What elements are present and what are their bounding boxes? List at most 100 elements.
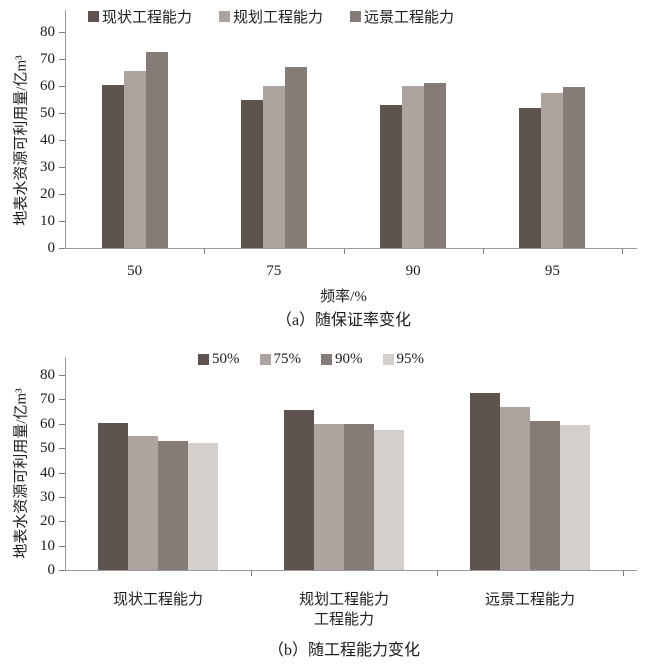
y-tick: [59, 32, 65, 33]
y-tick-label: 30: [40, 159, 55, 175]
chart-b-bar-s1-c2: [500, 406, 530, 570]
legend-item-a-2: 远景工程能力: [350, 6, 454, 27]
y-tick-label: 0: [47, 562, 56, 578]
chart-frequency-variation: 现状工程能力 规划工程能力 远景工程能力 0 10 20 30 40 50 60 70 80 50 75 9…: [13, 6, 637, 329]
y-tick: [59, 423, 65, 425]
chart-b-bar-s0-c2: [470, 393, 500, 570]
chart-b-bar-s3-c1: [374, 429, 404, 570]
x-category-label: 90: [405, 263, 421, 279]
legend-swatch-icon: [259, 354, 271, 365]
legend-item-a-1: 规划工程能力: [219, 6, 323, 27]
legend-swatch-icon: [198, 354, 209, 365]
y-tick-label: 60: [40, 78, 55, 94]
chart-b-bar-s3-c0: [188, 443, 218, 570]
chart-a-bar-s0-c0: [101, 84, 124, 248]
y-tick-label: 50: [40, 440, 55, 457]
y-tick: [59, 448, 65, 450]
chart-b-legend: 50% 75% 90% 95%: [198, 351, 424, 368]
y-tick: [59, 521, 65, 523]
y-tick: [59, 113, 65, 114]
y-tick-label: 80: [40, 24, 55, 40]
chart-b-x-axis-title: 工程能力: [313, 612, 374, 628]
chart-a-bar-s1-c3: [541, 92, 564, 248]
legend-label: 50%: [212, 351, 240, 367]
chart-a-bar-s0-c1: [240, 99, 263, 248]
y-tick-label: 50: [40, 105, 55, 121]
y-tick: [59, 194, 65, 195]
chart-a-caption: （a）随保证率变化: [275, 312, 412, 329]
chart-b-bar-s0-c1: [284, 410, 314, 570]
x-tick: [251, 571, 252, 576]
x-tick: [437, 571, 438, 576]
y-tick: [59, 399, 65, 401]
chart-b-bar-s1-c0: [128, 435, 158, 570]
chart-a-bar-s1-c2: [402, 86, 425, 248]
legend-label: 规划工程能力: [233, 10, 324, 26]
chart-b-caption: （b）随工程能力变化: [267, 642, 420, 659]
chart-b-x-axis-line: [65, 570, 637, 571]
legend-label: 远景工程能力: [364, 10, 455, 26]
chart-b-bar-s2-c0: [158, 440, 188, 570]
chart-a-y-axis-line: [65, 10, 66, 248]
y-tick: [59, 86, 65, 87]
y-tick-label: 70: [40, 51, 55, 67]
y-tick-label: 40: [40, 132, 55, 148]
x-category-label: 现状工程能力: [112, 592, 203, 608]
y-tick: [59, 496, 65, 498]
legend-item-a-0: 现状工程能力: [88, 6, 192, 27]
chart-a-bar-s0-c3: [519, 107, 542, 248]
chart-b-y-axis-line: [65, 357, 66, 570]
x-category-label: 远景工程能力: [484, 592, 575, 608]
legend-item-b-1: 75%: [259, 351, 302, 368]
y-tick-label: 20: [40, 513, 55, 530]
y-tick: [59, 570, 65, 571]
y-tick-label: 70: [40, 391, 55, 408]
y-tick: [59, 167, 65, 168]
chart-b-bar-s3-c2: [560, 424, 590, 570]
y-tick-label: 40: [40, 464, 55, 481]
legend-item-b-3: 95%: [382, 351, 424, 368]
y-tick: [59, 375, 65, 376]
chart-a-x-axis-title: 频率/%: [320, 289, 367, 305]
x-tick: [482, 249, 484, 254]
y-tick-label: 20: [40, 186, 55, 202]
x-category-label: 95: [544, 263, 560, 279]
x-tick: [204, 249, 206, 254]
chart-a-bar-s1-c0: [123, 71, 146, 248]
y-tick-label: 80: [40, 367, 55, 383]
legend-swatch-icon: [382, 354, 394, 365]
chart-a-bar-s0-c2: [380, 104, 403, 248]
x-category-label: 75: [266, 263, 282, 279]
chart-a-legend: 现状工程能力 规划工程能力 远景工程能力: [88, 6, 454, 27]
chart-b-bar-s1-c1: [314, 423, 344, 570]
y-tick-label: 30: [40, 488, 55, 505]
chart-a-x-axis-line: [65, 248, 637, 249]
x-tick: [343, 249, 345, 254]
chart-a-bar-s2-c2: [424, 83, 447, 248]
legend-swatch-icon: [219, 11, 231, 22]
y-tick: [59, 59, 65, 60]
x-category-label: 规划工程能力: [298, 592, 389, 608]
y-tick-label: 60: [40, 415, 55, 432]
chart-b-y-axis-title: 地表水资源可利用量/亿m³: [13, 387, 30, 559]
y-tick: [59, 221, 65, 222]
y-tick: [59, 472, 65, 474]
chart-a-bar-s1-c1: [262, 86, 285, 248]
legend-swatch-icon: [350, 11, 362, 22]
chart-b-bar-s2-c1: [344, 423, 374, 570]
legend-swatch-icon: [88, 11, 99, 22]
y-tick-label: 0: [47, 240, 56, 256]
legend-label: 75%: [273, 351, 302, 367]
legend-item-b-0: 50%: [198, 351, 240, 368]
chart-capacity-variation: 50% 75% 90% 95% 0 10 20 30 40 50 60 70 80 现状工程能力 规划工程能…: [0, 335, 650, 665]
chart-b-bar-s2-c2: [530, 421, 560, 570]
y-tick: [59, 140, 65, 141]
x-tick: [623, 571, 624, 576]
y-tick-label: 10: [40, 213, 55, 229]
legend-label: 90%: [335, 351, 363, 367]
chart-a-y-axis-title: 地表水资源可利用量/亿m³: [13, 55, 30, 226]
y-tick: [59, 545, 65, 547]
x-tick: [622, 249, 623, 254]
y-tick-label: 10: [40, 537, 55, 554]
